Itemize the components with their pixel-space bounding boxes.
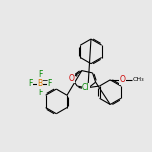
Text: O: O: [69, 74, 75, 83]
Text: F: F: [38, 70, 42, 79]
Text: F: F: [38, 88, 42, 97]
Text: CH₃: CH₃: [133, 77, 144, 82]
Text: Cl: Cl: [82, 83, 90, 92]
Text: +: +: [73, 73, 78, 78]
Text: F: F: [47, 79, 52, 88]
Text: O: O: [120, 75, 126, 84]
Text: F: F: [29, 79, 33, 88]
Text: −: −: [41, 76, 47, 85]
Text: B: B: [38, 79, 43, 88]
